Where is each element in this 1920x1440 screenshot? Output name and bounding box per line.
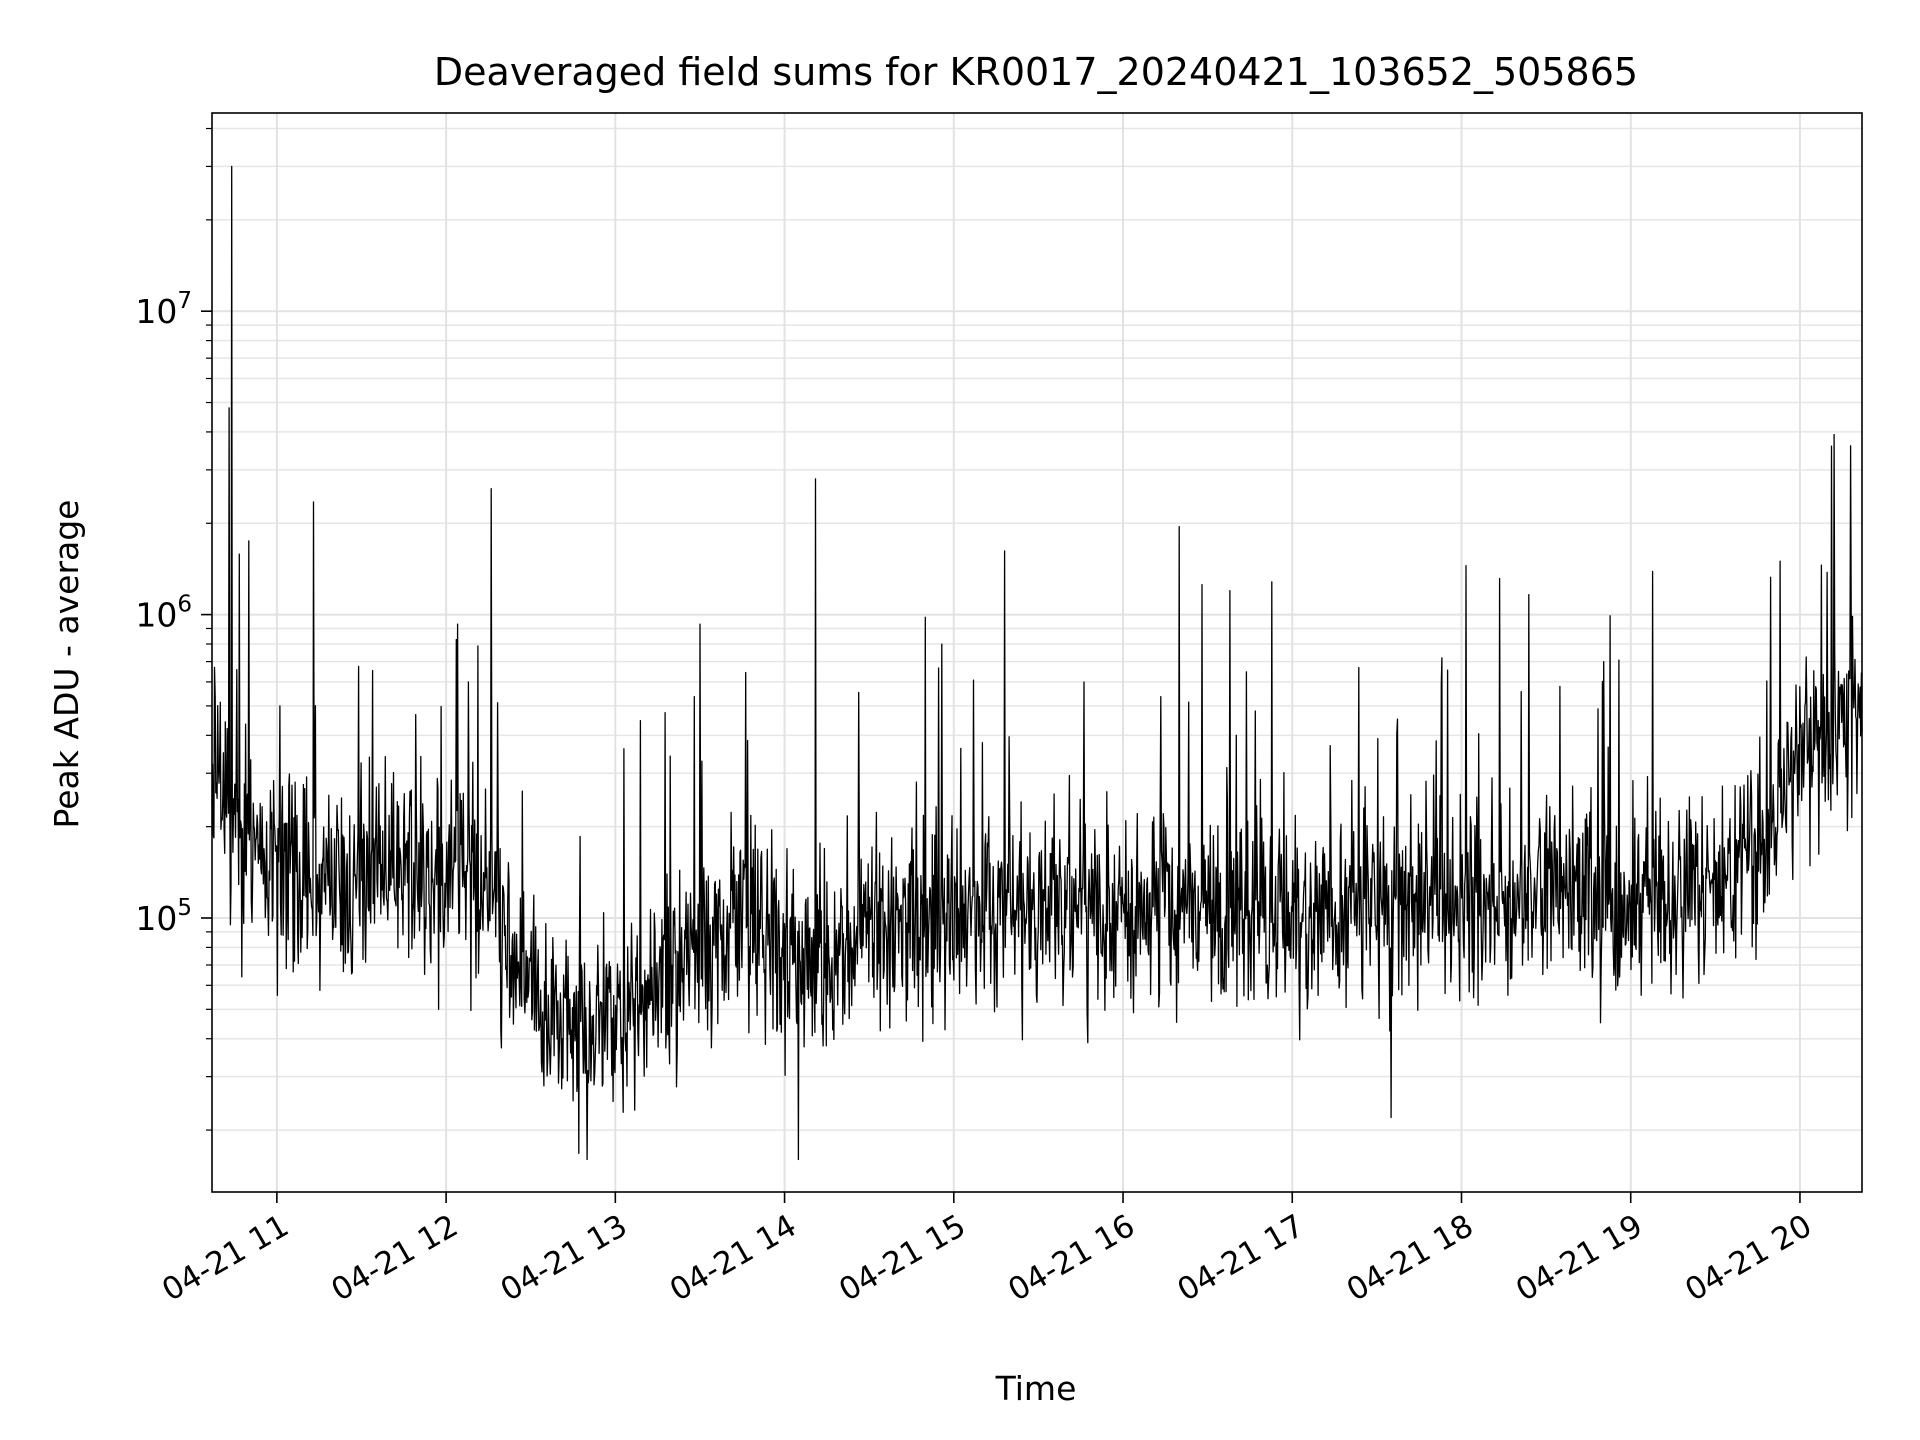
major-gridlines [212,113,1862,1192]
series-line [211,165,1863,1161]
minor-gridlines [212,127,1862,1131]
x-axis-label: Time [995,1369,1077,1408]
chart-title: Deaveraged field sums for KR0017_2024042… [434,50,1638,94]
y-tick-label: 107 [135,288,192,331]
plot-area-frame [211,112,1863,1193]
y-tick-label: 105 [135,895,192,938]
series-line-group [211,165,1863,1161]
y-axis-ticks: 105 106 107 [135,127,212,1131]
y-axis-label: Peak ADU - average [47,500,86,829]
y-tick-label: 106 [135,592,192,635]
